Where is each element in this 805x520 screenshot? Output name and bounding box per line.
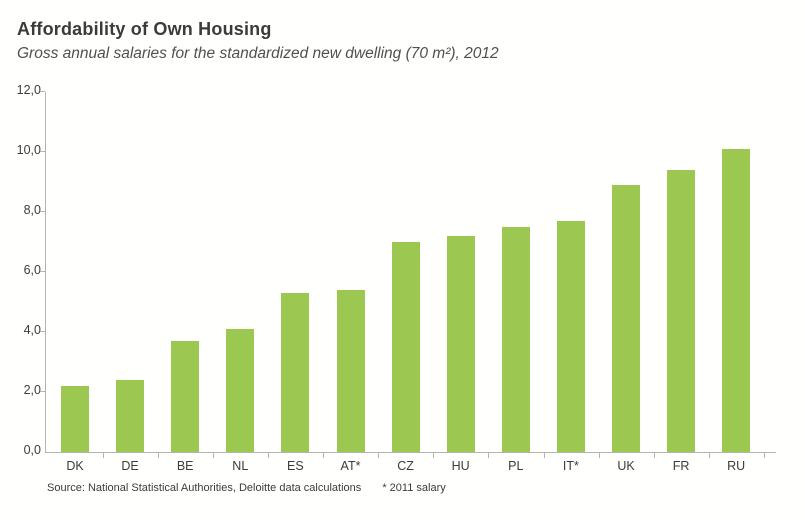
y-axis-tick xyxy=(40,271,45,272)
bar-DE xyxy=(116,380,145,452)
bar-CZ xyxy=(391,242,420,452)
x-axis-tick xyxy=(268,453,269,458)
y-axis-tick xyxy=(40,331,45,332)
x-axis-label-RU: RU xyxy=(727,459,746,473)
y-axis-label-6,0: 6,0 xyxy=(23,263,41,277)
y-axis-label-8,0: 8,0 xyxy=(23,203,41,217)
x-axis-tick xyxy=(378,453,380,458)
x-axis-label-CZ: CZ xyxy=(397,459,414,473)
x-axis-label-PL: PL xyxy=(508,459,524,473)
source-note: Source: National Statistical Authorities… xyxy=(47,482,362,494)
bar-HU xyxy=(446,236,475,452)
y-axis-label-4,0: 4,0 xyxy=(23,323,41,337)
bar-PL xyxy=(501,227,530,452)
x-axis-tick xyxy=(543,453,545,458)
salary-note: * 2011 salary xyxy=(382,482,446,494)
bar-RU xyxy=(722,149,751,452)
y-axis-tick xyxy=(40,151,45,152)
x-axis-label-FR: FR xyxy=(672,459,690,473)
plot-area: DK DE BE NL ES AT* CZ HU PL IT* UK FR RU 0,0 2,0 4,0 6,0… xyxy=(17,83,776,473)
bar-BE xyxy=(171,341,200,452)
x-axis-label-DE: DE xyxy=(121,459,139,473)
chart-subtitle: Gross annual salaries for the standardiz… xyxy=(17,45,499,62)
x-axis-tick xyxy=(102,453,104,458)
x-axis-tick xyxy=(598,453,600,458)
x-axis-label-IT*: IT* xyxy=(562,459,579,473)
x-axis-label-AT*: AT* xyxy=(340,459,361,473)
y-axis-label-0,0: 0,0 xyxy=(23,443,41,457)
x-axis-tick xyxy=(653,453,655,458)
x-axis-label-HU: HU xyxy=(451,459,470,473)
x-axis-tick xyxy=(488,453,490,458)
x-axis-tick xyxy=(433,453,435,458)
bar-DK xyxy=(61,386,89,452)
y-axis-label-10,0: 10,0 xyxy=(16,143,41,157)
y-axis-tick xyxy=(40,391,45,392)
x-axis-label-BE: BE xyxy=(176,459,194,473)
y-axis-label-2,0: 2,0 xyxy=(23,383,41,397)
y-axis-label-12,0: 12,0 xyxy=(16,83,41,97)
bar-IT* xyxy=(556,221,585,452)
x-axis-label-NL: NL xyxy=(232,459,249,473)
x-axis-tick xyxy=(708,453,710,458)
x-axis-label-UK: UK xyxy=(617,459,635,473)
y-axis-tick xyxy=(40,211,45,212)
bar-AT* xyxy=(336,290,365,452)
chart-title: Affordability of Own Housing xyxy=(17,19,272,39)
y-axis-tick xyxy=(40,91,45,92)
bar-ES xyxy=(281,293,310,452)
x-axis-label-ES: ES xyxy=(287,459,304,473)
x-axis-tick xyxy=(212,453,214,458)
bar-FR xyxy=(667,170,696,452)
x-axis-tick xyxy=(157,453,159,458)
x-axis-tick xyxy=(763,453,765,458)
bar-UK xyxy=(612,185,640,452)
x-axis-tick xyxy=(323,453,325,458)
bar-NL xyxy=(226,329,255,452)
footnote: Source: National Statistical Authorities… xyxy=(47,482,446,494)
x-axis-label-DK: DK xyxy=(66,459,84,473)
